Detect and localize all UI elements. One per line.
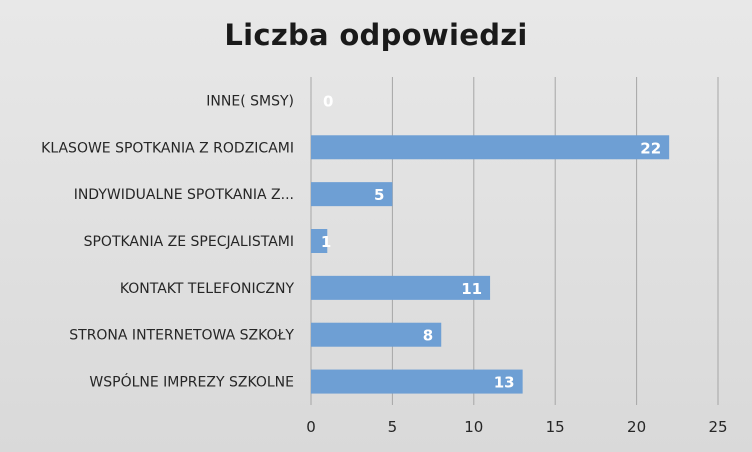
data-label: 13: [494, 374, 515, 392]
data-label: 1: [321, 233, 331, 251]
category-label: STRONA INTERNETOWA SZKOŁY: [69, 328, 294, 344]
bar: [311, 182, 393, 207]
bar: [311, 229, 328, 253]
category-label: SPOTKANIA ZE SPECJALISTAMI: [84, 234, 294, 250]
category-label: WSPÓLNE IMPREZY SZKOLNE: [89, 373, 294, 391]
bar: [311, 322, 442, 347]
x-tick-label: 5: [388, 418, 398, 436]
data-label: 5: [374, 186, 384, 204]
x-tick-label: 10: [464, 418, 483, 436]
x-tick-label: 20: [627, 418, 646, 436]
category-label: INDYWIDUALNE SPOTKANIA Z...: [74, 187, 294, 203]
data-label: 8: [423, 327, 433, 345]
category-label: KLASOWE SPOTKANIA Z RODZICAMI: [41, 140, 294, 156]
category-label: INNE( SMSY): [206, 93, 294, 109]
bar: [311, 275, 491, 300]
x-tick-label: 0: [306, 418, 316, 436]
data-label: 22: [640, 139, 661, 157]
chart-title: Liczba odpowiedzi: [224, 18, 528, 52]
bar: [311, 369, 523, 394]
x-tick-label: 25: [708, 418, 727, 436]
data-label: 0: [323, 92, 333, 110]
category-label: KONTAKT TELEFONICZNY: [120, 281, 295, 297]
x-tick-label: 15: [546, 418, 565, 436]
data-label: 11: [461, 280, 482, 298]
bar: [311, 135, 670, 160]
